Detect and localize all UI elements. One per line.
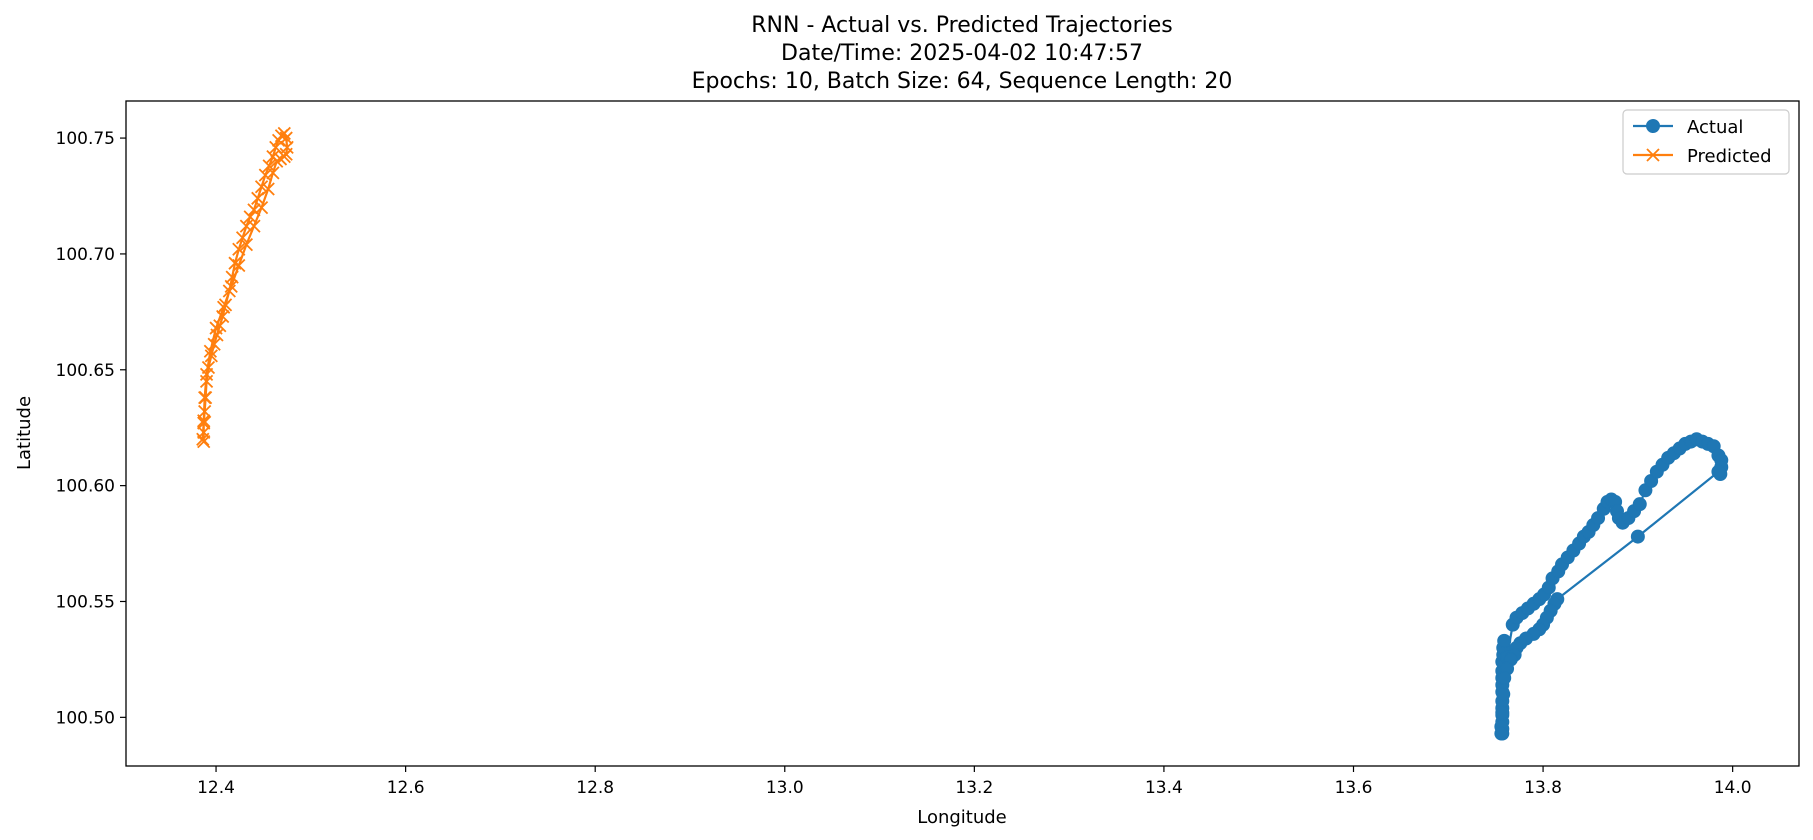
data-point-actual	[1496, 687, 1511, 702]
y-axis: 100.50 100.55 100.60 100.65 100.70 100.75	[56, 129, 126, 728]
legend: Actual Predicted	[1622, 109, 1790, 175]
legend-label-actual: Actual	[1687, 117, 1743, 138]
data-point-predicted	[216, 300, 231, 314]
data-point-predicted	[209, 321, 223, 335]
x-tick-label: 12.4	[197, 778, 235, 798]
y-tick-label: 100.60	[56, 477, 115, 497]
legend-swatch-predicted	[1633, 148, 1673, 162]
x-tick-label: 13.8	[1524, 778, 1562, 798]
x-tick-label: 13.2	[955, 778, 993, 798]
data-point-actual	[1495, 705, 1510, 720]
data-point-predicted	[239, 238, 254, 252]
data-point-predicted	[247, 219, 261, 233]
data-point-predicted	[262, 159, 276, 173]
data-point-predicted	[232, 258, 246, 273]
data-point-predicted	[204, 349, 218, 363]
data-point-predicted	[197, 414, 211, 428]
x-axis: 12.4 12.6 12.8 13.0 13.2 13.4 13.6 13.8 14.0	[197, 766, 1752, 798]
plot-area	[196, 126, 1729, 741]
data-point-actual	[1494, 726, 1509, 741]
data-point-predicted	[203, 344, 217, 358]
data-point-predicted	[228, 256, 242, 270]
y-tick-label: 100.65	[56, 361, 115, 381]
data-point-actual	[1497, 670, 1512, 685]
x-tick-label: 13.0	[766, 778, 804, 798]
x-axis-label: Longitude	[917, 807, 1007, 828]
data-point-predicted	[207, 337, 221, 351]
x-tick-label: 13.4	[1145, 778, 1183, 798]
data-point-predicted	[224, 279, 238, 294]
axes-frame	[125, 100, 1800, 767]
legend-marker-predicted	[1646, 148, 1660, 162]
chart-title-line-2: Date/Time: 2025-04-02 10:47:57	[781, 41, 1143, 66]
data-point-actual	[1711, 464, 1726, 479]
y-tick-label: 100.75	[56, 129, 115, 149]
data-point-actual	[1630, 529, 1645, 544]
y-axis-label: Latitude	[14, 396, 35, 470]
legend-marker-actual	[1646, 119, 1660, 133]
data-point-actual	[1632, 497, 1647, 512]
legend-swatch-actual	[1633, 119, 1673, 133]
x-tick-label: 12.6	[387, 778, 425, 798]
y-tick-label: 100.70	[56, 245, 115, 265]
data-point-predicted	[197, 416, 211, 430]
series-actual	[1494, 432, 1729, 741]
series-predicted	[196, 126, 294, 449]
data-point-predicted	[277, 126, 291, 141]
data-point-predicted	[222, 284, 236, 298]
data-point-actual	[1497, 633, 1512, 648]
data-point-predicted	[213, 319, 227, 333]
x-tick-label: 13.6	[1335, 778, 1373, 798]
data-point-predicted	[273, 152, 288, 166]
x-tick-label: 12.8	[576, 778, 614, 798]
y-tick-label: 100.50	[56, 708, 115, 728]
data-point-predicted	[243, 210, 257, 224]
data-point-predicted	[254, 200, 269, 215]
data-point-predicted	[277, 149, 291, 164]
x-tick-label: 14.0	[1714, 778, 1752, 798]
data-point-predicted	[198, 390, 212, 405]
chart-title-line-3: Epochs: 10, Batch Size: 64, Sequence Len…	[692, 69, 1233, 94]
data-point-predicted	[266, 166, 280, 180]
legend-label-predicted: Predicted	[1687, 146, 1772, 167]
data-point-predicted	[261, 182, 275, 196]
chart-title-line-1: RNN - Actual vs. Predicted Trajectories	[751, 13, 1173, 38]
data-point-predicted	[258, 168, 272, 182]
data-point-predicted	[196, 432, 210, 446]
data-point-predicted	[199, 367, 214, 382]
data-point-predicted	[235, 231, 250, 245]
y-tick-label: 100.55	[56, 592, 115, 612]
data-point-predicted	[270, 154, 284, 168]
data-point-predicted	[247, 203, 261, 217]
data-point-predicted	[232, 242, 246, 256]
